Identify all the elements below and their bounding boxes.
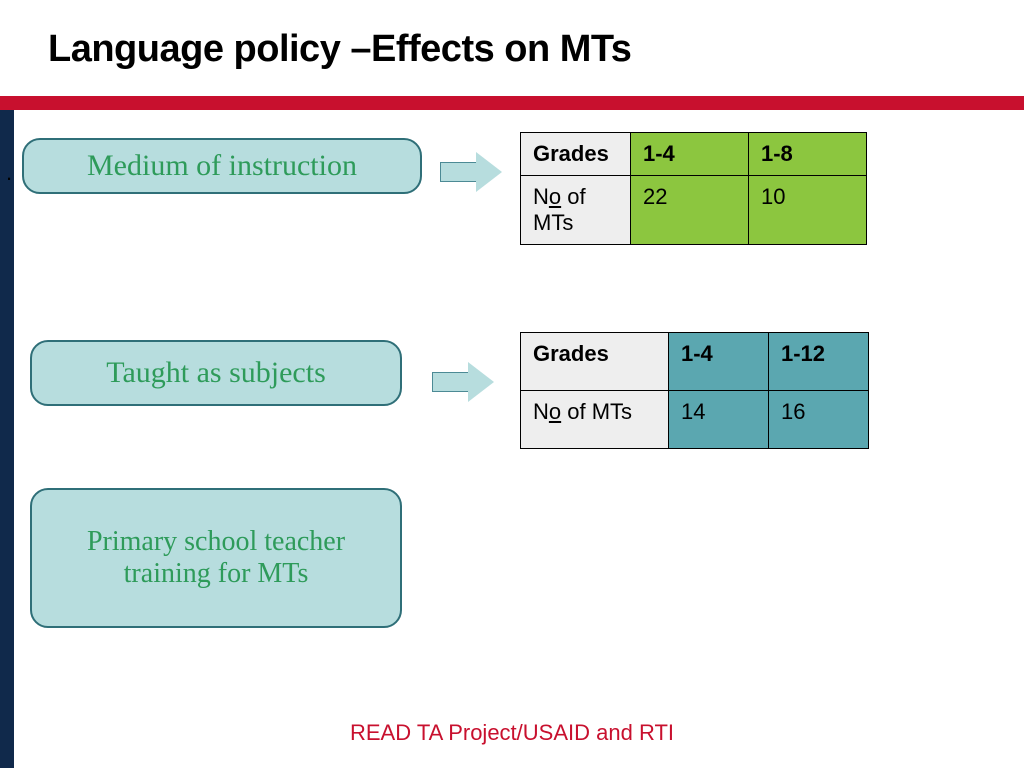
pill-text: Taught as subjects — [106, 356, 326, 391]
pill-teacher-training: Primary school teacher training for MTs — [30, 488, 402, 628]
table-header-cell: Grades — [521, 133, 631, 176]
arrow-shaft — [432, 372, 468, 392]
pill-medium-of-instruction: Medium of instruction — [22, 138, 422, 194]
table-cell: 10 — [749, 176, 867, 245]
label-underlined: o — [549, 184, 561, 209]
table-header-cell: 1-4 — [669, 333, 769, 391]
table-row: Grades 1-4 1-8 — [521, 133, 867, 176]
arrow-head — [476, 152, 502, 192]
table-cell: 16 — [769, 391, 869, 449]
table-header-cell: 1-12 — [769, 333, 869, 391]
label-prefix: N — [533, 184, 549, 209]
red-accent-bar — [0, 96, 1024, 110]
label-prefix: N — [533, 399, 549, 424]
pill-text: Medium of instruction — [87, 149, 357, 184]
slide-title: Language policy –Effects on MTs — [48, 28, 1024, 71]
table-row: No of MTs 14 16 — [521, 391, 869, 449]
label-underlined: o — [549, 399, 561, 424]
table-cell-label: No of MTs — [521, 176, 631, 245]
title-area: Language policy –Effects on MTs — [0, 0, 1024, 71]
table-header-cell: 1-8 — [749, 133, 867, 176]
bullet-dot: . — [6, 160, 12, 186]
label-suffix: of MTs — [561, 399, 632, 424]
table-row: Grades 1-4 1-12 — [521, 333, 869, 391]
footer-text: READ TA Project/USAID and RTI — [0, 720, 1024, 746]
table-taught-as-subjects: Grades 1-4 1-12 No of MTs 14 16 — [520, 332, 869, 449]
table-header-cell: 1-4 — [631, 133, 749, 176]
table-cell-label: No of MTs — [521, 391, 669, 449]
table-medium-of-instruction: Grades 1-4 1-8 No of MTs 22 10 — [520, 132, 867, 245]
arrow-icon — [440, 152, 502, 192]
arrow-head — [468, 362, 494, 402]
content-area: . Medium of instruction Grades 1-4 1-8 N… — [0, 110, 1024, 768]
pill-taught-as-subjects: Taught as subjects — [30, 340, 402, 406]
arrow-icon — [432, 362, 494, 402]
table-row: No of MTs 22 10 — [521, 176, 867, 245]
table-cell: 14 — [669, 391, 769, 449]
pill-text: Primary school teacher training for MTs — [44, 526, 388, 590]
arrow-shaft — [440, 162, 476, 182]
table-cell: 22 — [631, 176, 749, 245]
slide: Language policy –Effects on MTs . Medium… — [0, 0, 1024, 768]
table-header-cell: Grades — [521, 333, 669, 391]
